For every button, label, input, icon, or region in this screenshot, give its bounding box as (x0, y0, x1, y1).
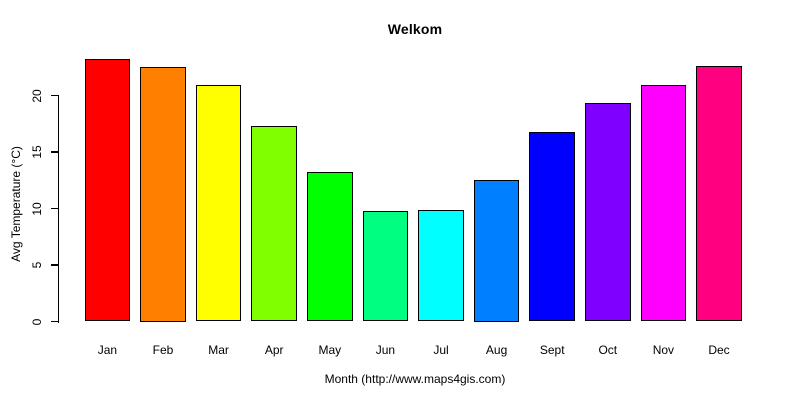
y-tick-mark-15 (51, 151, 59, 153)
bar-jan (84, 59, 131, 322)
x-tick-label-aug: Aug (485, 343, 508, 357)
x-tick-label-nov: Nov (652, 343, 675, 357)
x-axis-title: Month (http://www.maps4gis.com) (324, 372, 506, 386)
y-tick-mark-5 (51, 264, 59, 266)
x-tick-label-mar: Mar (208, 343, 229, 357)
bar-oct (584, 103, 631, 322)
bar-apr (251, 126, 298, 322)
bar-may (306, 172, 353, 322)
y-axis-title: Avg Temperature (°C) (9, 146, 23, 262)
bar-nov (640, 85, 687, 322)
x-tick-label-feb: Feb (152, 343, 174, 357)
x-tick-label-oct: Oct (598, 343, 618, 357)
x-tick-label-may: May (318, 343, 342, 357)
y-tick-label-20: 20 (30, 88, 44, 103)
bar-dec (696, 66, 742, 322)
y-tick-label-15: 15 (30, 145, 44, 159)
y-tick-label-10: 10 (30, 201, 44, 216)
y-tick-label-5: 5 (30, 261, 44, 269)
bar-jun (362, 210, 409, 322)
bar-sept (529, 131, 576, 322)
bar-aug (473, 180, 520, 322)
x-tick-label-apr: Apr (264, 343, 284, 357)
y-tick-mark-20 (51, 94, 59, 97)
x-tick-label-jul: Jul (433, 343, 449, 357)
bar-feb (140, 67, 186, 322)
y-tick-mark-10 (51, 207, 59, 210)
chart-title: Welkom (387, 21, 443, 37)
x-tick-label-dec: Dec (708, 343, 730, 357)
y-tick-label-0: 0 (30, 318, 44, 325)
bar-jul (418, 209, 464, 322)
x-tick-label-jan: Jan (97, 343, 118, 357)
x-tick-label-jun: Jun (375, 343, 396, 357)
y-tick-mark-0 (51, 320, 59, 323)
bar-mar (195, 85, 242, 322)
x-tick-label-sept: Sept (539, 343, 565, 357)
